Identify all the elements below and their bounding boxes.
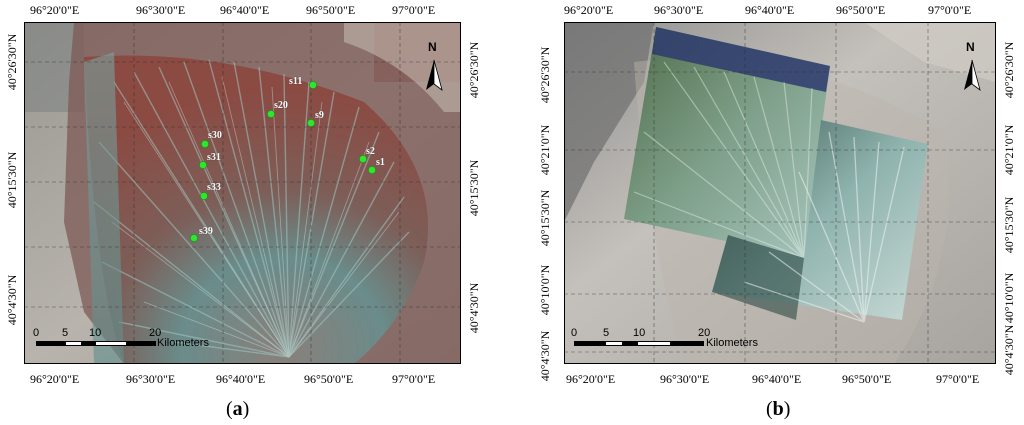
- right-tick: 40°15'30"N: [1002, 196, 1016, 254]
- site-label: s2: [366, 146, 375, 157]
- site-marker-s2: [359, 155, 367, 163]
- scale-bar: [574, 341, 704, 346]
- site-marker-s9: [307, 119, 315, 127]
- left-tick: 40°21'0"N: [538, 124, 552, 176]
- right-tick: 40°10'0"N: [1002, 272, 1016, 324]
- caption-a: (a): [226, 398, 250, 420]
- site-label: s9: [315, 110, 324, 121]
- sample-sites: [190, 81, 376, 242]
- right-tick: 40°15'30"N: [467, 159, 481, 217]
- panel-b: 96°20'0"E 96°30'0"E 96°40'0"E 96°50'0"E …: [512, 0, 1024, 425]
- top-tick: 96°40'0"E: [745, 3, 795, 17]
- scale-unit: Kilometers: [157, 337, 209, 349]
- bottom-tick: 97°0'0"E: [392, 372, 436, 386]
- right-tick: 40°26'30"N: [467, 41, 481, 99]
- site-marker-s33: [200, 192, 208, 200]
- site-marker-s30: [201, 140, 209, 148]
- left-tick: 40°15'30"N: [5, 151, 19, 209]
- north-arrow-icon: [964, 59, 981, 92]
- north-label: N: [428, 40, 437, 54]
- top-tick: 96°20'0"E: [564, 3, 614, 17]
- scale-label: 20: [698, 327, 711, 339]
- panel-a: 96°20'0"E 96°30'0"E 96°40'0"E 96°50'0"E …: [0, 0, 500, 425]
- map-a: [24, 22, 461, 364]
- bottom-tick: 96°50'0"E: [304, 372, 354, 386]
- scale-label: 0: [33, 327, 40, 339]
- scale-unit: Kilometers: [706, 337, 758, 349]
- site-label: s20: [274, 100, 288, 111]
- left-tick: 40°4'30"N: [5, 274, 19, 326]
- site-marker-s31: [199, 161, 207, 169]
- bottom-tick: 97°0'0"E: [936, 372, 980, 386]
- top-tick: 96°50'0"E: [306, 3, 356, 17]
- scale-label: 5: [603, 327, 610, 339]
- scale-bar: [36, 341, 156, 346]
- site-marker-s11: [309, 81, 317, 89]
- right-tick: 40°4'30"N: [1002, 324, 1016, 376]
- site-marker-s20: [267, 110, 275, 118]
- site-marker-s39: [190, 234, 198, 242]
- top-tick: 96°30'0"E: [654, 3, 704, 17]
- site-label: s39: [199, 226, 213, 237]
- caption-b: (b): [766, 398, 791, 420]
- top-tick: 96°30'0"E: [136, 3, 186, 17]
- scale-label: 10: [89, 327, 102, 339]
- right-tick: 40°26'30"N: [1002, 41, 1016, 99]
- top-tick: 96°40'0"E: [220, 3, 270, 17]
- north-label: N: [966, 40, 975, 54]
- right-tick: 40°4'30"N: [467, 282, 481, 334]
- site-label: s31: [207, 152, 221, 163]
- bottom-tick: 96°30'0"E: [660, 372, 710, 386]
- left-tick: 40°10'0"N: [538, 264, 552, 316]
- top-tick: 96°20'0"E: [30, 3, 80, 17]
- right-tick: 40°21'0"N: [1002, 124, 1016, 176]
- bottom-tick: 96°30'0"E: [126, 372, 176, 386]
- bottom-tick: 96°20'0"E: [30, 372, 80, 386]
- north-arrow-icon: [426, 59, 443, 92]
- top-tick: 97°0'0"E: [928, 3, 972, 17]
- site-label: s30: [208, 130, 222, 141]
- scale-label: 5: [62, 327, 69, 339]
- map-b: [564, 22, 996, 364]
- left-tick: 40°15'30"N: [538, 189, 552, 247]
- scale-label: 20: [149, 327, 162, 339]
- site-label: s1: [376, 157, 385, 168]
- site-marker-s1: [368, 166, 376, 174]
- top-tick: 96°50'0"E: [836, 3, 886, 17]
- left-tick: 40°26'30"N: [5, 33, 19, 91]
- scale-label: 0: [571, 327, 578, 339]
- left-tick: 40°26'30"N: [538, 46, 552, 104]
- scene-2: [712, 120, 928, 323]
- top-tick: 97°0'0"E: [392, 3, 436, 17]
- scene-1: [624, 27, 830, 259]
- bottom-tick: 96°20'0"E: [566, 372, 616, 386]
- bottom-tick: 96°40'0"E: [216, 372, 266, 386]
- site-label: s11: [289, 76, 303, 87]
- bottom-tick: 96°50'0"E: [842, 372, 892, 386]
- left-tick: 40°4'30"N: [538, 330, 552, 382]
- site-label: s33: [207, 182, 221, 193]
- bottom-tick: 96°40'0"E: [752, 372, 802, 386]
- scale-label: 10: [633, 327, 646, 339]
